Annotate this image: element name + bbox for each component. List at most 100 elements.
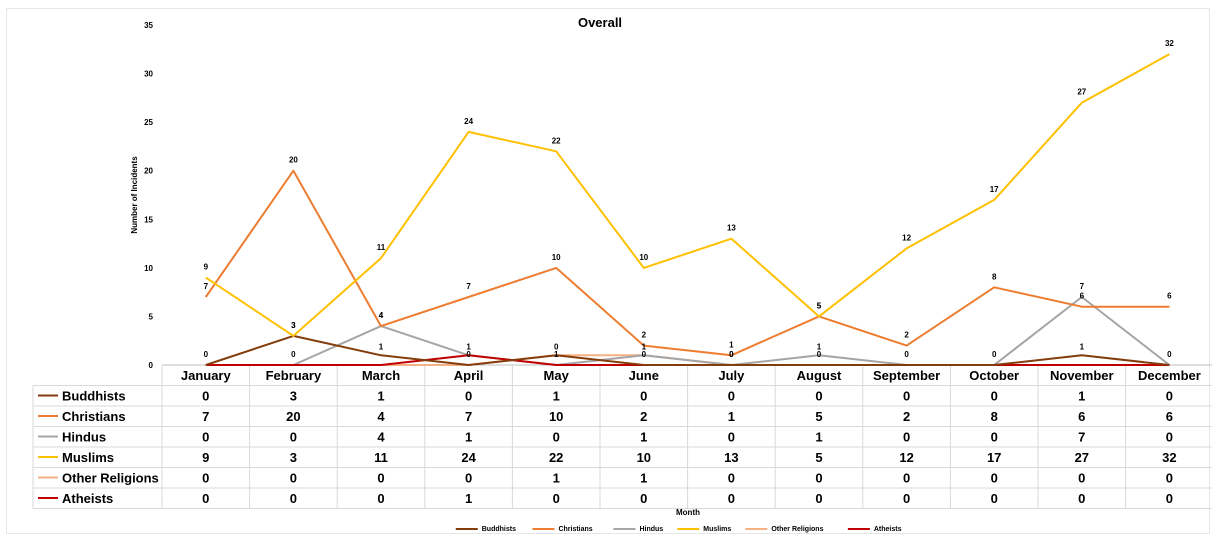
table-cell: 0 bbox=[903, 471, 910, 486]
table-cell: 0 bbox=[1166, 471, 1173, 486]
data-label: 7 bbox=[466, 282, 471, 291]
y-tick-label: 10 bbox=[144, 264, 153, 273]
y-tick-label: 0 bbox=[149, 361, 154, 370]
y-tick-label: 35 bbox=[144, 21, 153, 30]
x-tick-label: July bbox=[718, 368, 745, 383]
legend-label: Muslims bbox=[703, 526, 731, 533]
table-cell: 10 bbox=[549, 409, 563, 424]
table-cell: 0 bbox=[465, 389, 472, 404]
table-series-name: Muslims bbox=[62, 450, 114, 465]
data-label: 0 bbox=[204, 350, 209, 359]
data-label: 0 bbox=[1167, 350, 1172, 359]
table-cell: 7 bbox=[202, 409, 209, 424]
table-cell: 0 bbox=[1166, 389, 1173, 404]
y-axis-ticks: 0 5 10 15 20 25 30 35 bbox=[144, 21, 153, 370]
table-cell: 1 bbox=[640, 471, 647, 486]
table-cell: 3 bbox=[290, 389, 297, 404]
y-axis-label: Number of Incidents bbox=[130, 156, 139, 234]
data-label: 8 bbox=[992, 272, 997, 281]
table-cell: 0 bbox=[815, 389, 822, 404]
data-label: 24 bbox=[464, 117, 473, 126]
table-cell: 1 bbox=[465, 430, 472, 445]
data-label: 3 bbox=[291, 321, 296, 330]
table-cell: 0 bbox=[991, 471, 998, 486]
x-tick-label: June bbox=[629, 368, 659, 383]
data-label: 1 bbox=[379, 342, 384, 351]
table-cell: 7 bbox=[1078, 430, 1085, 445]
table-cell: 0 bbox=[728, 430, 735, 445]
y-tick-label: 25 bbox=[144, 118, 153, 127]
data-label: 1 bbox=[729, 340, 734, 349]
table-cell: 9 bbox=[202, 450, 209, 465]
table-cell: 0 bbox=[1078, 471, 1085, 486]
table-series-name: Atheists bbox=[62, 491, 113, 506]
table-cell: 0 bbox=[1166, 491, 1173, 506]
table-cell: 0 bbox=[991, 430, 998, 445]
data-table: January February March April May June July Augu… bbox=[32, 364, 1212, 509]
table-cell: 0 bbox=[202, 389, 209, 404]
legend-label: Other Religions bbox=[771, 526, 823, 533]
table-cell: 0 bbox=[640, 389, 647, 404]
y-tick-label: 15 bbox=[144, 215, 153, 224]
x-tick-label: May bbox=[544, 368, 570, 383]
data-label: 0 bbox=[466, 350, 471, 359]
plot-lines bbox=[204, 53, 1171, 366]
table-cell: 4 bbox=[377, 409, 385, 424]
data-label: 1 bbox=[642, 342, 647, 351]
table-cell: 0 bbox=[465, 471, 472, 486]
data-label: 2 bbox=[904, 331, 909, 340]
data-label: 20 bbox=[289, 156, 298, 165]
table-cell: 0 bbox=[377, 491, 384, 506]
table-cell: 1 bbox=[815, 430, 822, 445]
table-cell: 3 bbox=[290, 450, 297, 465]
y-tick-label: 5 bbox=[149, 312, 154, 321]
table-cell: 0 bbox=[991, 491, 998, 506]
table-cell: 32 bbox=[1162, 450, 1176, 465]
data-label: 6 bbox=[1167, 292, 1172, 301]
data-label: 0 bbox=[817, 350, 822, 359]
data-label: 5 bbox=[817, 301, 822, 310]
x-tick-label: January bbox=[181, 368, 232, 383]
table-cell: 1 bbox=[377, 389, 384, 404]
table-cell: 0 bbox=[202, 471, 209, 486]
table-cell: 24 bbox=[461, 450, 476, 465]
table-cell: 1 bbox=[1078, 389, 1085, 404]
table-series-name: Buddhists bbox=[62, 389, 126, 404]
table-cell: 0 bbox=[815, 471, 822, 486]
table-cell: 11 bbox=[374, 450, 388, 465]
table-cell: 4 bbox=[377, 430, 385, 445]
table-cell: 0 bbox=[728, 471, 735, 486]
data-label: 1 bbox=[1080, 342, 1085, 351]
table-cell: 0 bbox=[728, 389, 735, 404]
x-tick-label: November bbox=[1050, 368, 1114, 383]
table-cell: 7 bbox=[465, 409, 472, 424]
data-label: 2 bbox=[642, 331, 647, 340]
data-label: 1 bbox=[817, 342, 822, 351]
legend-label: Christians bbox=[558, 526, 592, 533]
data-label: 4 bbox=[379, 311, 384, 320]
table-cell: 0 bbox=[903, 430, 910, 445]
table-cell: 2 bbox=[640, 409, 647, 424]
data-label: 32 bbox=[1165, 39, 1174, 48]
table-cell: 0 bbox=[202, 430, 209, 445]
table-cell: 0 bbox=[290, 471, 297, 486]
table-series-name: Hindus bbox=[62, 430, 106, 445]
table-cell: 0 bbox=[290, 430, 297, 445]
legend-label: Buddhists bbox=[482, 526, 516, 533]
table-cell: 0 bbox=[640, 491, 647, 506]
series-line-hindus bbox=[205, 296, 1171, 366]
table-cell: 1 bbox=[465, 491, 472, 506]
data-label: 12 bbox=[902, 233, 911, 242]
data-label: 1 bbox=[466, 342, 471, 351]
data-label: 5 bbox=[817, 301, 822, 310]
x-tick-label: February bbox=[266, 368, 322, 383]
data-label: 0 bbox=[729, 350, 734, 359]
data-label: 10 bbox=[639, 253, 648, 262]
data-label: 13 bbox=[727, 224, 736, 233]
chart-title: Overall bbox=[578, 15, 622, 30]
table-cell: 0 bbox=[553, 491, 560, 506]
data-label: 7 bbox=[1080, 282, 1085, 291]
x-tick-label: April bbox=[454, 368, 484, 383]
table-cell: 0 bbox=[290, 491, 297, 506]
